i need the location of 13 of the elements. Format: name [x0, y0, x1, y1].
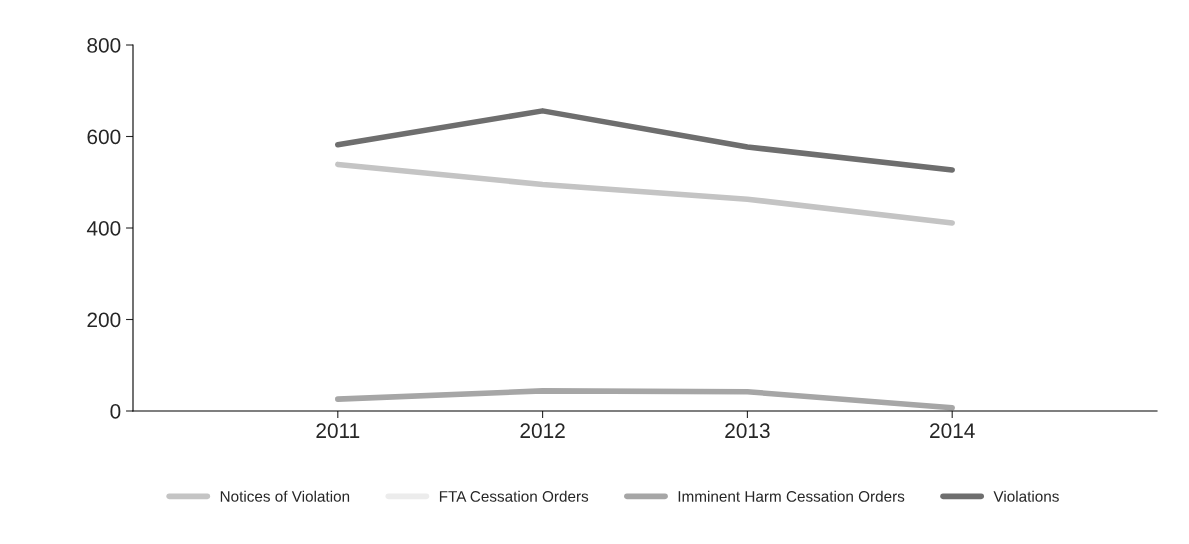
legend-label: Imminent Harm Cessation Orders: [678, 490, 905, 502]
legend-label: FTA Cessation Orders: [439, 490, 589, 502]
y-tick-label: 400: [86, 221, 121, 236]
x-tick-label: 2014: [930, 423, 975, 439]
legend-label: Notices of Violation: [220, 490, 350, 502]
x-tick-label: 2011: [316, 423, 360, 439]
y-tick-label: 0: [110, 404, 121, 419]
x-tick-label: 2013: [725, 423, 770, 439]
legend-label: Violations: [993, 490, 1059, 502]
y-tick-label: 800: [87, 38, 121, 53]
y-tick-label: 600: [87, 129, 121, 145]
y-tick-label: 200: [87, 312, 121, 328]
x-tick-label: 2012: [520, 423, 565, 439]
